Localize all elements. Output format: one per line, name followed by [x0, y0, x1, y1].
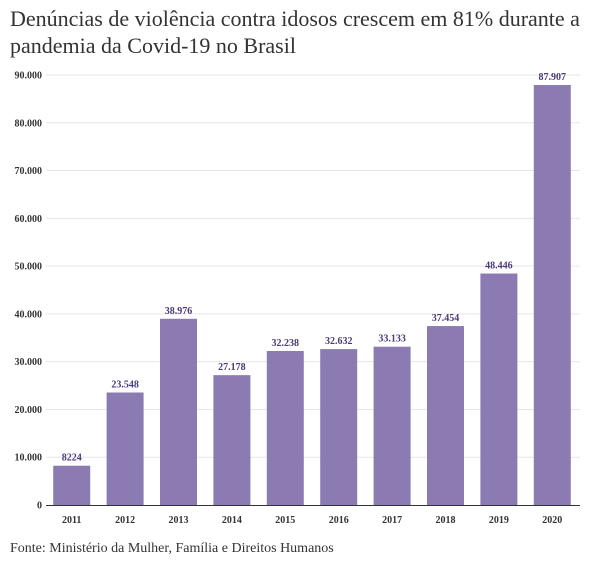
y-tick-label: 0	[37, 501, 42, 512]
x-tick-label: 2014	[222, 515, 242, 526]
bar	[533, 84, 571, 506]
bars	[53, 84, 571, 506]
x-tick-label: 2013	[169, 515, 189, 526]
bar	[213, 375, 251, 505]
bar	[373, 346, 411, 505]
value-label: 27.178	[218, 362, 246, 373]
y-tick-label: 70.000	[15, 166, 43, 177]
x-tick-label: 2017	[382, 515, 402, 526]
y-tick-label: 30.000	[15, 357, 43, 368]
x-axis-ticks: 2011 2012 2013 2014 2015 2016 2017 2018 2019 2020	[62, 515, 562, 526]
value-label: 32.238	[272, 338, 300, 349]
value-labels: 8224 23.548 38.976 27.178 32.238 32.632 33.133…	[62, 72, 566, 464]
value-label: 23.548	[111, 379, 139, 390]
value-label: 8224	[62, 453, 82, 464]
bar	[266, 350, 304, 505]
x-tick-label: 2015	[275, 515, 295, 526]
y-tick-label: 40.000	[15, 309, 43, 320]
value-label: 37.454	[432, 313, 460, 324]
y-tick-label: 50.000	[15, 262, 43, 273]
value-label: 33.133	[378, 334, 406, 345]
y-tick-label: 20.000	[15, 405, 43, 416]
value-label: 32.632	[325, 336, 353, 347]
bar	[320, 349, 358, 505]
bar	[53, 465, 91, 505]
bar	[160, 318, 197, 505]
x-tick-label: 2016	[329, 515, 349, 526]
x-tick-label: 2011	[62, 515, 81, 526]
y-axis-ticks: 0 10.000 20.000 30.000 40.000 50.000 60.000 70.…	[15, 71, 43, 512]
chart-title: Denúncias de violência contra idosos cre…	[10, 6, 580, 58]
x-tick-label: 2018	[436, 515, 456, 526]
value-label: 38.976	[165, 306, 193, 317]
y-tick-label: 90.000	[15, 71, 43, 82]
y-tick-label: 60.000	[15, 214, 43, 225]
value-label: 87.907	[539, 72, 567, 83]
x-tick-label: 2020	[542, 515, 562, 526]
bar	[106, 392, 144, 505]
bar	[480, 273, 518, 505]
x-tick-label: 2019	[489, 515, 509, 526]
source-note: Fonte: Ministério da Mulher, Família e D…	[10, 541, 334, 556]
y-tick-label: 80.000	[15, 118, 43, 129]
x-tick-label: 2012	[115, 515, 135, 526]
y-tick-label: 10.000	[15, 453, 43, 464]
value-label: 48.446	[485, 261, 513, 272]
bar	[427, 326, 464, 505]
